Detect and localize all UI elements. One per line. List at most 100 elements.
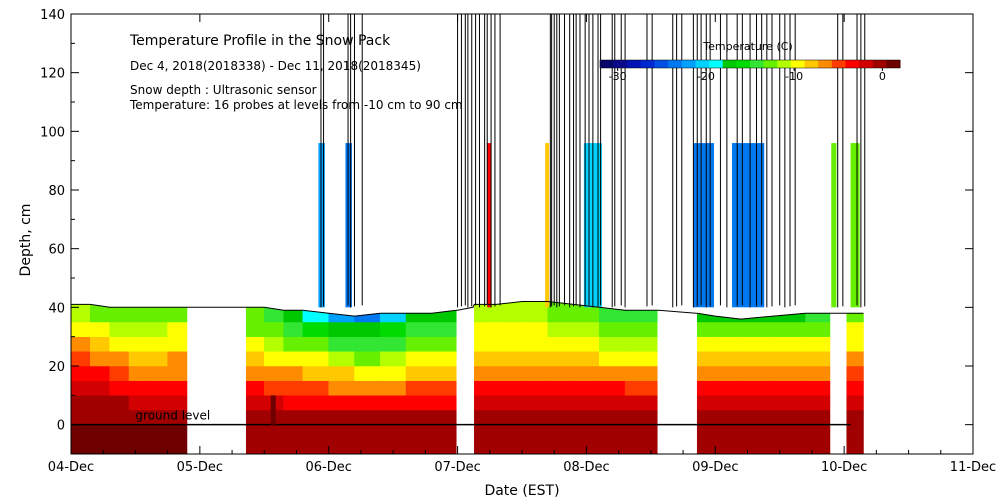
heat-cell — [380, 409, 407, 425]
heat-cell — [354, 380, 381, 396]
y-tick-label: 140 — [40, 8, 65, 23]
colorbar-swatch — [804, 60, 819, 68]
heat-cell — [495, 395, 523, 411]
heat-cell — [109, 424, 130, 454]
heat-cell — [474, 365, 497, 381]
colorbar-title: Temperature (C) — [702, 40, 792, 53]
heat-cell — [128, 380, 149, 396]
cold-air-column — [545, 143, 550, 308]
heat-cell — [495, 336, 523, 352]
heat-cell — [264, 380, 284, 396]
heat-cell — [431, 395, 457, 411]
heat-cell — [715, 321, 742, 337]
heat-cell — [624, 395, 658, 411]
heat-cell — [495, 365, 523, 381]
x-tick-label: 11-Dec — [950, 460, 996, 475]
heat-cell — [773, 336, 806, 352]
heat-cell — [90, 336, 110, 352]
heat-cell — [245, 365, 265, 381]
heat-cell — [148, 424, 168, 454]
heat-cell — [302, 424, 329, 454]
colorbar-tick-label: 0 — [879, 70, 886, 83]
heat-cell — [696, 351, 716, 367]
y-tick-label: 120 — [40, 67, 65, 82]
colorbar-swatch — [750, 60, 765, 68]
y-axis-ticks: 0 20 40 60 80 100 120 140 — [40, 8, 973, 455]
heat-cell — [128, 336, 149, 352]
colorbar-swatch — [695, 60, 710, 68]
heat-cell — [264, 424, 284, 454]
heat-cell — [521, 351, 549, 367]
heat-cell — [109, 365, 130, 381]
heat-cell — [167, 424, 188, 454]
heat-cell — [302, 321, 329, 337]
heat-cell — [245, 395, 265, 411]
colorbar-swatch — [722, 60, 737, 68]
heat-cell — [90, 380, 110, 396]
y-tick-label: 60 — [48, 243, 65, 258]
heat-cell — [380, 312, 407, 323]
heat-cell — [624, 321, 658, 337]
heat-cell — [773, 365, 806, 381]
cold-air-column — [850, 143, 860, 308]
x-tick-label: 04-Dec — [48, 460, 94, 475]
heat-cell — [405, 336, 433, 352]
heat-cell — [71, 321, 91, 337]
heat-cell — [148, 321, 168, 337]
heat-cell — [380, 395, 407, 411]
heat-cell — [148, 365, 168, 381]
x-tick-label: 06-Dec — [306, 460, 352, 475]
heat-cell — [547, 351, 574, 367]
y-tick-label: 40 — [48, 301, 65, 316]
heat-cell — [328, 336, 355, 352]
heat-cell — [773, 351, 806, 367]
heat-cell — [495, 380, 523, 396]
heat-cell — [521, 336, 549, 352]
heat-cell — [805, 424, 831, 454]
heat-cell — [846, 424, 864, 454]
heat-cell — [624, 365, 658, 381]
heat-cell — [302, 365, 329, 381]
heat-cell — [521, 395, 549, 411]
heat-cell — [283, 351, 304, 367]
ground-level-marker — [270, 395, 276, 425]
heat-cell — [846, 312, 864, 323]
heat-cell — [740, 351, 774, 367]
heat-cell — [148, 307, 168, 323]
colorbar-swatch — [668, 60, 683, 68]
colorbar-swatch — [818, 60, 833, 68]
heat-cell — [696, 424, 716, 454]
heat-cell — [354, 395, 381, 411]
heat-cell — [302, 351, 329, 367]
heat-cell — [715, 336, 742, 352]
heat-cell — [380, 321, 407, 337]
heat-cell — [264, 351, 284, 367]
heat-cell — [431, 409, 457, 425]
colorbar-frame — [599, 59, 901, 69]
heat-cell — [599, 395, 626, 411]
cold-air-column — [318, 143, 325, 308]
heat-cell — [696, 321, 716, 337]
heat-cell — [624, 336, 658, 352]
heat-cell — [405, 312, 433, 323]
heat-cell — [405, 380, 433, 396]
heat-cell — [109, 336, 130, 352]
heat-cell — [740, 424, 774, 454]
heat-cell — [599, 321, 626, 337]
heat-cell — [167, 307, 188, 323]
heat-cell — [573, 380, 600, 396]
heat-cell — [354, 409, 381, 425]
heat-cell — [431, 321, 457, 337]
heat-cell — [805, 321, 831, 337]
ground-level-label: ground level — [135, 409, 210, 423]
y-axis-label: Depth, cm — [18, 204, 34, 277]
heat-cell — [354, 424, 381, 454]
heat-cell — [599, 365, 626, 381]
heat-cell — [715, 351, 742, 367]
colorbar-swatch — [736, 60, 751, 68]
heat-cell — [573, 395, 600, 411]
heat-cell — [380, 351, 407, 367]
colorbar-tick-label: -20 — [697, 70, 715, 83]
heat-cell — [71, 424, 91, 454]
heat-cell — [547, 336, 574, 352]
